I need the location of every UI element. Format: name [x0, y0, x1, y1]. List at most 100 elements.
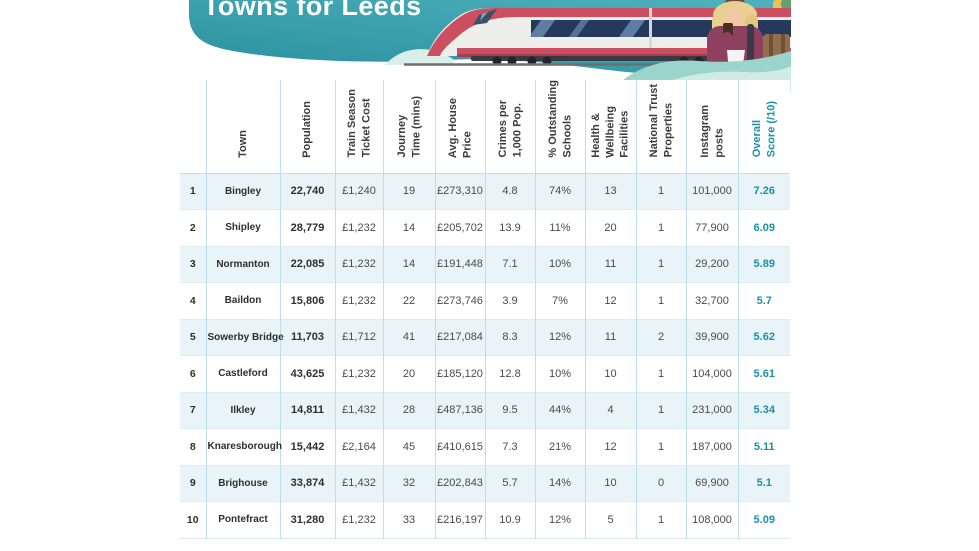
- cell-rank: 10: [186, 513, 199, 526]
- cell-instagram-posts: 108,000: [685, 501, 738, 539]
- table-row: 1 Bingley 22,740 £1,240 19 £273,310 4.8 …: [180, 173, 790, 210]
- cell-national-trust: 2: [635, 319, 686, 356]
- cell-ticket-cost: £1,232: [334, 501, 383, 539]
- cell-town: Ilkley: [205, 392, 280, 429]
- cell-population: 28,779: [279, 209, 335, 247]
- cell-instagram-posts: 69,900: [685, 465, 738, 502]
- cell-overall-score: 5.11: [737, 428, 790, 466]
- col-header-national-trust: National Trust Properties: [635, 80, 686, 174]
- cell-house-price: £191,448: [434, 246, 485, 283]
- table-row: 6 Castleford 43,625 £1,232 20 £185,120 1…: [180, 355, 790, 393]
- col-header-rank: [180, 80, 206, 174]
- cell-overall-score: 6.09: [737, 209, 790, 247]
- cell-crimes: 12.8: [484, 355, 535, 393]
- cell-journey-time: 45: [382, 428, 435, 466]
- cell-journey-time: 19: [382, 173, 435, 210]
- cell-rank: 1: [189, 185, 196, 198]
- cell-crimes: 9.5: [484, 392, 535, 429]
- cell-town: Castleford: [205, 355, 280, 393]
- col-header-town: Town: [205, 80, 280, 174]
- cell-house-price: £185,120: [434, 355, 485, 393]
- cell-national-trust: 0: [635, 465, 686, 502]
- table-body: 1 Bingley 22,740 £1,240 19 £273,310 4.8 …: [180, 173, 790, 539]
- cell-national-trust: 1: [635, 209, 686, 247]
- col-header-ticket-cost: Train Season Ticket Cost: [334, 80, 383, 174]
- cell-instagram-posts: 77,900: [685, 209, 738, 247]
- cell-schools: 10%: [534, 246, 585, 283]
- col-header-overall-score: Overall Score (/10): [737, 80, 790, 174]
- cell-journey-time: 14: [382, 209, 435, 247]
- col-header-instagram-posts: Instagram posts: [685, 80, 738, 174]
- table-row: 7 Ilkley 14,811 £1,432 28 £487,136 9.5 4…: [180, 392, 790, 429]
- cell-ticket-cost: £2,164: [334, 428, 383, 466]
- cell-health: 11: [584, 319, 636, 356]
- cell-ticket-cost: £1,432: [334, 392, 383, 429]
- cell-town: Brighouse: [205, 465, 280, 502]
- cell-overall-score: 5.7: [737, 282, 790, 320]
- cell-rank: 8: [189, 440, 196, 453]
- cell-rank: 2: [189, 221, 196, 234]
- cell-instagram-posts: 29,200: [685, 246, 738, 283]
- cell-instagram-posts: 104,000: [685, 355, 738, 393]
- cell-national-trust: 1: [635, 246, 686, 283]
- cell-journey-time: 41: [382, 319, 435, 356]
- cell-ticket-cost: £1,232: [334, 355, 383, 393]
- cell-health: 11: [584, 246, 636, 283]
- cell-town: Sowerby Bridge: [205, 319, 284, 356]
- cell-house-price: £273,310: [434, 173, 485, 210]
- cell-journey-time: 32: [382, 465, 435, 502]
- cell-health: 10: [584, 465, 636, 502]
- cell-health: 5: [584, 501, 636, 539]
- table-header-row: Town Population Train Season Ticket Cost…: [180, 80, 790, 174]
- cell-overall-score: 5.1: [737, 465, 790, 502]
- cell-population: 15,806: [279, 282, 335, 320]
- cell-overall-score: 5.89: [737, 246, 790, 283]
- cell-journey-time: 28: [382, 392, 435, 429]
- cell-national-trust: 1: [635, 282, 686, 320]
- cell-house-price: £217,084: [434, 319, 485, 356]
- cell-ticket-cost: £1,712: [334, 319, 383, 356]
- cell-town: Pontefract: [205, 501, 280, 539]
- cell-town: Bingley: [205, 173, 280, 210]
- table-row: 4 Baildon 15,806 £1,232 22 £273,746 3.9 …: [180, 282, 790, 320]
- cell-overall-score: 7.26: [737, 173, 790, 210]
- cell-journey-time: 20: [382, 355, 435, 393]
- cell-rank: 5: [189, 331, 196, 344]
- cell-overall-score: 5.34: [737, 392, 790, 429]
- cell-schools: 11%: [534, 209, 585, 247]
- cell-population: 22,085: [279, 246, 335, 283]
- cell-rank: 6: [189, 367, 196, 380]
- cell-house-price: £205,702: [434, 209, 485, 247]
- cell-overall-score: 5.61: [737, 355, 790, 393]
- cell-population: 31,280: [279, 501, 335, 539]
- cell-health: 13: [584, 173, 636, 210]
- cell-instagram-posts: 101,000: [685, 173, 738, 210]
- cell-overall-score: 5.62: [737, 319, 790, 356]
- cell-house-price: £273,746: [434, 282, 485, 320]
- cell-schools: 12%: [534, 319, 585, 356]
- col-header-outstanding-schools: % Outstanding Schools: [534, 80, 585, 174]
- cell-population: 22,740: [279, 173, 335, 210]
- cell-journey-time: 22: [382, 282, 435, 320]
- cell-ticket-cost: £1,240: [334, 173, 383, 210]
- cell-ticket-cost: £1,232: [334, 282, 383, 320]
- cell-instagram-posts: 231,000: [685, 392, 738, 429]
- cell-population: 43,625: [279, 355, 335, 393]
- cell-house-price: £487,136: [434, 392, 485, 429]
- cell-crimes: 7.1: [484, 246, 535, 283]
- cell-overall-score: 5.09: [737, 501, 790, 539]
- cell-crimes: 7.3: [484, 428, 535, 466]
- cell-health: 10: [584, 355, 636, 393]
- cell-ticket-cost: £1,232: [334, 246, 383, 283]
- cell-crimes: 4.8: [484, 173, 535, 210]
- col-header-crimes: Crimes per 1,000 Pop.: [484, 80, 535, 174]
- cell-instagram-posts: 32,700: [685, 282, 738, 320]
- table-row: 8 Knaresborough 15,442 £2,164 45 £410,61…: [180, 428, 790, 466]
- cell-health: 12: [584, 282, 636, 320]
- cell-schools: 12%: [534, 501, 585, 539]
- col-header-journey-time: Journey Time (mins): [382, 80, 435, 174]
- header-banner: Towns for Leeds: [179, 0, 791, 92]
- cell-national-trust: 1: [635, 173, 686, 210]
- cell-instagram-posts: 39,900: [685, 319, 738, 356]
